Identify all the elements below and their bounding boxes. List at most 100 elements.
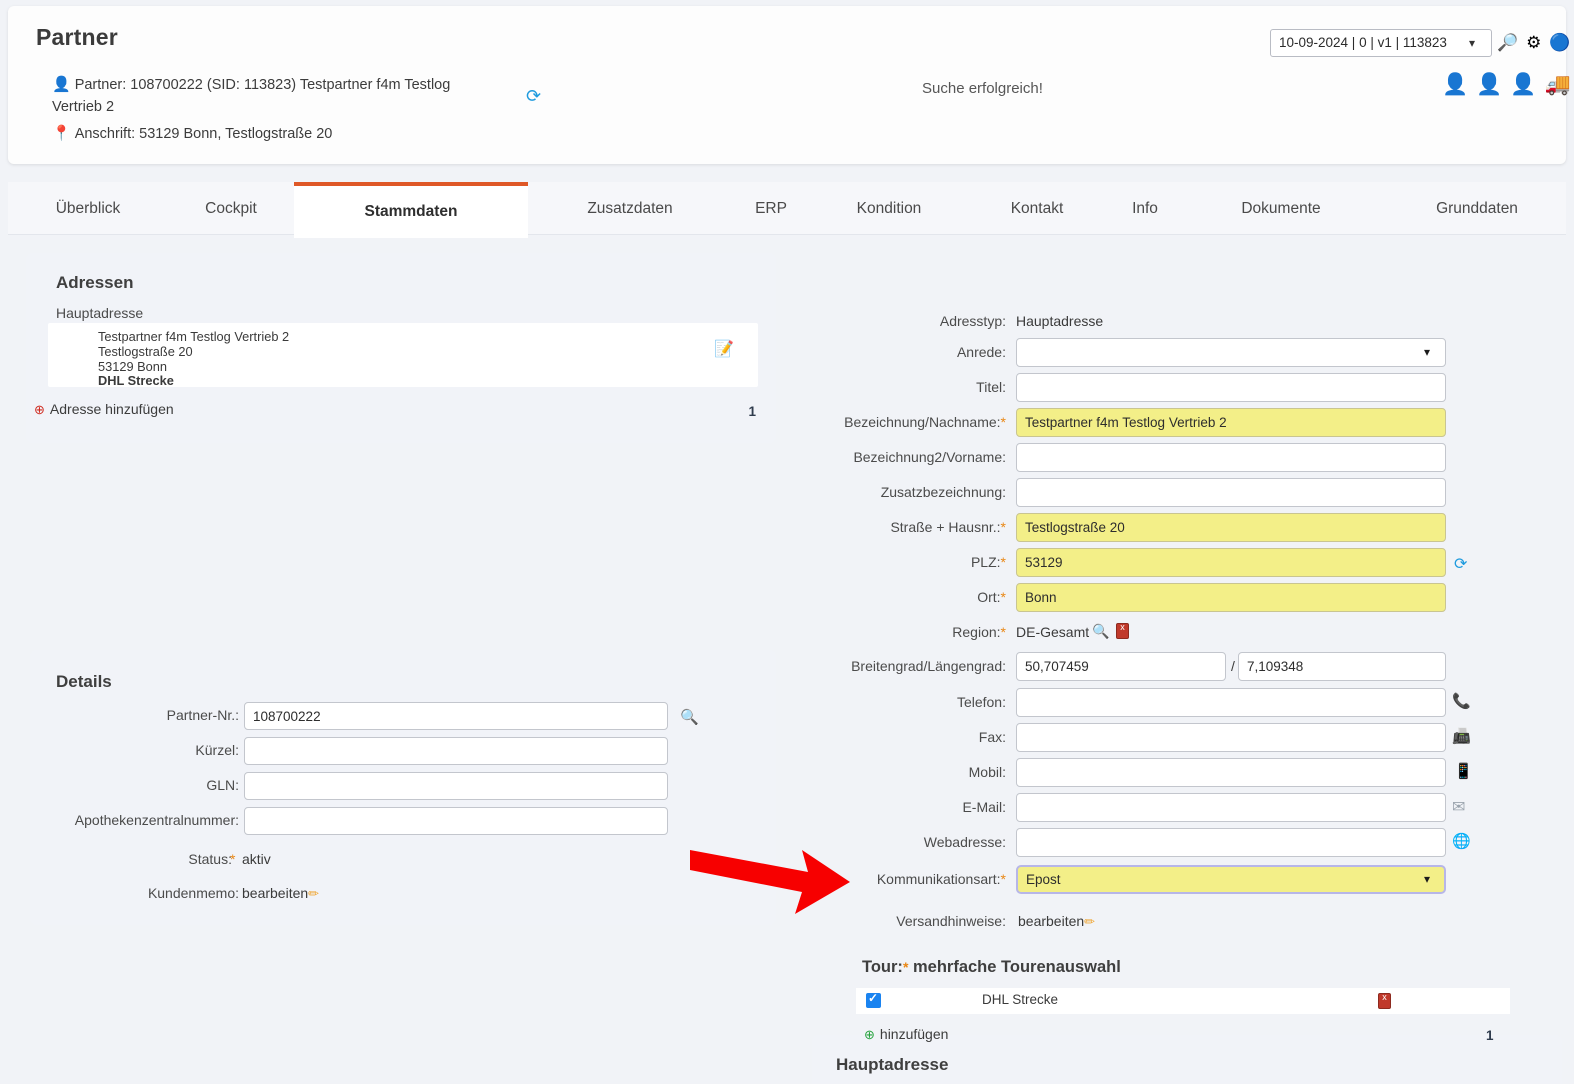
mobil-input[interactable] xyxy=(1016,758,1446,787)
required-star: * xyxy=(902,959,909,975)
versandhinweise-label: Versandhinweise: xyxy=(806,913,1006,929)
field-label-text: Anrede: xyxy=(956,344,1006,360)
envelope-icon[interactable]: ✉ xyxy=(1452,799,1466,816)
tab-label: Kondition xyxy=(856,199,922,217)
latlon-separator: / xyxy=(1231,658,1235,674)
fax-icon[interactable]: 📠 xyxy=(1452,728,1471,745)
required-star: * xyxy=(1000,414,1006,430)
tour-row-label: DHL Strecke xyxy=(982,992,1059,1007)
status-message: Suche erfolgreich! xyxy=(922,80,1043,97)
tab-grunddaten[interactable]: Grunddaten xyxy=(1402,182,1552,235)
plus-icon: ⊕ xyxy=(34,402,45,417)
person-icon[interactable]: 👤 xyxy=(1442,73,1469,96)
header-bottom-icons: 👤 👤 👤 🚚 xyxy=(1442,72,1571,98)
strasse-hausnr-input[interactable] xyxy=(1016,513,1446,542)
delete-region-icon[interactable] xyxy=(1116,622,1129,639)
tab-label: Überblick xyxy=(55,199,121,217)
tab-stammdaten[interactable]: Stammdaten xyxy=(294,182,528,238)
page-title: Partner xyxy=(36,24,118,50)
tab-dokumente[interactable]: Dokumente xyxy=(1211,182,1351,235)
region-search-icon[interactable]: 🔍 xyxy=(1092,623,1110,639)
tab-info[interactable]: Info xyxy=(1100,182,1190,235)
field-label-text: Bezeichnung/Nachname: xyxy=(844,414,1001,430)
search-icon[interactable]: 🔍 xyxy=(680,709,699,726)
anrede-select[interactable] xyxy=(1016,338,1446,367)
phone-icon[interactable]: 📞 xyxy=(1452,693,1471,710)
apothekenzentralnummer-input[interactable] xyxy=(244,807,668,835)
add-tour-link[interactable]: ⊕ hinzufügen xyxy=(864,1026,948,1043)
adresstyp-value: Hauptadresse xyxy=(1016,313,1104,329)
field-label-text: Titel: xyxy=(976,379,1006,395)
bezeichnung-nachname-input[interactable] xyxy=(1016,408,1446,437)
laengengrad-input[interactable] xyxy=(1238,652,1446,681)
edit-document-icon[interactable]: 📝 xyxy=(714,341,734,358)
field-label-text: Versandhinweise: xyxy=(896,913,1006,929)
tab-bar: Überblick Cockpit Stammdaten Zusatzdaten ERP… xyxy=(8,182,1566,238)
adressen-panel: Adressen Hauptadresse Testpartner f4m Te… xyxy=(26,253,776,443)
field-label-text: PLZ: xyxy=(970,554,1001,570)
globe-search-icon[interactable]: 🌐 xyxy=(1452,833,1471,850)
plz-input[interactable] xyxy=(1016,548,1446,577)
details-panel: Details Partner-Nr.: 🔍 Kürzel: GLN: Apot… xyxy=(30,650,776,925)
kundenmemo-label: Kundenmemo: xyxy=(147,885,239,901)
e-mail-input[interactable] xyxy=(1016,793,1446,822)
telefon-label: Telefon: xyxy=(806,694,1006,710)
refresh-icon[interactable]: ⟳ xyxy=(526,86,542,106)
field-label-text: Mobil: xyxy=(968,764,1006,780)
tab-label: Dokumente xyxy=(1241,199,1321,217)
tab-kontakt[interactable]: Kontakt xyxy=(972,182,1102,235)
required-star: * xyxy=(1000,589,1006,605)
address-card[interactable]: Testpartner f4m Testlog Vertrieb 2 Testl… xyxy=(48,323,758,388)
webadresse-input[interactable] xyxy=(1016,828,1446,857)
network-settings-icon[interactable]: ⚙ xyxy=(1526,33,1542,52)
tab-label: Info xyxy=(1132,199,1158,217)
gln-label: GLN: xyxy=(206,777,239,793)
field-label-text: Region: xyxy=(952,624,1001,640)
tab-zusatzdaten[interactable]: Zusatzdaten xyxy=(550,182,710,235)
anschrift-summary-text: Anschrift: 53129 Bonn, Testlogstraße 20 xyxy=(74,126,333,142)
person-down-icon[interactable]: 👤 xyxy=(1476,73,1503,96)
mobile-icon[interactable]: 📱 xyxy=(1454,763,1473,780)
person-up-icon[interactable]: 👤 xyxy=(1510,73,1537,96)
adressen-title: Adressen xyxy=(56,273,134,292)
region-label: Region:* xyxy=(806,624,1006,640)
truck-icon[interactable]: 🚚 xyxy=(1544,73,1571,96)
bezeichnung2-vorname-label: Bezeichnung2/Vorname: xyxy=(806,449,1006,465)
breitengrad-input[interactable] xyxy=(1016,652,1226,681)
gln-input[interactable] xyxy=(244,772,668,800)
kommunikationsart-select[interactable]: Epost xyxy=(1016,865,1446,894)
tab-kondition[interactable]: Kondition xyxy=(819,182,959,235)
required-star: * xyxy=(1000,554,1006,570)
add-address-link[interactable]: ⊕ Adresse hinzufügen xyxy=(34,401,174,418)
delete-tour-icon[interactable] xyxy=(1378,992,1391,1009)
bezeichnung2-vorname-input[interactable] xyxy=(1016,443,1446,472)
field-label-text: Kommunikationsart: xyxy=(876,871,1001,887)
add-tour-label: hinzufügen xyxy=(879,1026,949,1042)
zusatzbezeichnung-input[interactable] xyxy=(1016,478,1446,507)
telefon-input[interactable] xyxy=(1016,688,1446,717)
hauptadresse-panel: Hauptadresse xyxy=(812,1035,1562,1084)
kommunikationsart-selected-value: Epost xyxy=(1026,872,1061,887)
ort-input[interactable] xyxy=(1016,583,1446,612)
fax-input[interactable] xyxy=(1016,723,1446,752)
kuerzel-input[interactable] xyxy=(244,737,668,765)
zusatzbezeichnung-label: Zusatzbezeichnung: xyxy=(806,484,1006,500)
address-line-3: 53129 Bonn xyxy=(98,358,168,374)
tour-checkbox[interactable] xyxy=(866,991,881,1008)
tab-erp[interactable]: ERP xyxy=(721,182,821,235)
partner-summary: 👤 Partner: 108700222 (SID: 113823) Testpa… xyxy=(52,74,492,118)
globe-icon[interactable]: 🔵 xyxy=(1549,33,1571,52)
titel-input[interactable] xyxy=(1016,373,1446,402)
tab-cockpit[interactable]: Cockpit xyxy=(164,182,299,235)
partner-nr-label: Partner-Nr.: xyxy=(166,707,239,723)
partner-nr-input[interactable] xyxy=(244,702,668,730)
search-settings-icon[interactable]: 🔎 xyxy=(1497,33,1519,52)
kundenmemo-edit-link[interactable]: bearbeiten✏ xyxy=(242,885,319,902)
versandhinweise-link[interactable]: bearbeiten✏ xyxy=(1018,913,1095,930)
tour-row[interactable]: DHL Strecke xyxy=(856,988,1510,1014)
version-select[interactable]: 10-09-2024 | 0 | v1 | 113823 xyxy=(1270,29,1492,57)
tab--berblick[interactable]: Überblick xyxy=(21,182,156,235)
titel-label: Titel: xyxy=(806,379,1006,395)
refresh-icon[interactable]: ⟳ xyxy=(1454,556,1468,573)
